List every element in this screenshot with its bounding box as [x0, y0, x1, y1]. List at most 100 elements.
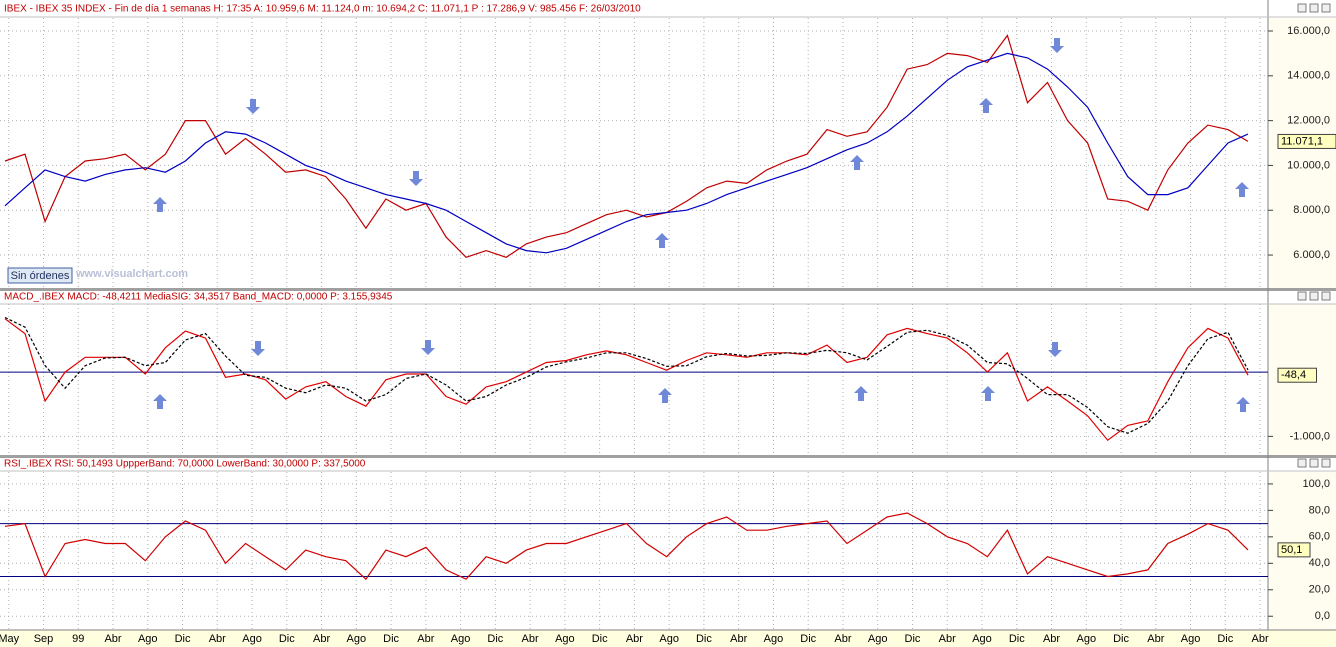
y-tick-label: 16.000,0 [1287, 25, 1330, 37]
x-tick-label: 99 [72, 633, 84, 645]
series-line [4, 316, 1249, 434]
x-tick-label: Ago [555, 633, 575, 645]
x-tick-label: Abr [417, 633, 434, 645]
arrow-up [655, 233, 669, 248]
separator [0, 455, 1336, 458]
arrow-up [854, 386, 868, 401]
orders-button-label[interactable]: Sin órdenes [11, 270, 70, 282]
x-tick-label: Dic [1113, 633, 1129, 645]
x-tick-label: Ago [868, 633, 888, 645]
x-tick-label: Dic [592, 633, 608, 645]
y-tick-label: 100,0 [1302, 478, 1330, 490]
x-tick-label: Ago [1181, 633, 1201, 645]
y-tick-label: 60,0 [1309, 531, 1330, 543]
x-tick-label: Dic [696, 633, 712, 645]
last-value-label: -48,4 [1281, 369, 1306, 381]
x-tick-label: Ago [242, 633, 262, 645]
arrow-up [1235, 182, 1249, 197]
window-button[interactable] [1321, 3, 1331, 13]
y-tick-label: 80,0 [1309, 504, 1330, 516]
x-tick-label: Abr [834, 633, 851, 645]
y-tick-label: 10.000,0 [1287, 159, 1330, 171]
series-line [4, 52, 1249, 254]
x-tick-label: Ago [659, 633, 679, 645]
arrow-up [850, 155, 864, 170]
y-tick-label: 8.000,0 [1293, 204, 1330, 216]
x-tick-label: Abr [313, 633, 330, 645]
panel-header: RSI_.IBEX RSI: 50,1493 UppperBand: 70,00… [4, 459, 366, 470]
arrow-up [153, 197, 167, 212]
x-tick-label: Abr [939, 633, 956, 645]
arrow-down [246, 99, 260, 114]
window-button[interactable] [1309, 291, 1319, 301]
x-tick-label: Abr [104, 633, 121, 645]
y-tick-label: 12.000,0 [1287, 115, 1330, 127]
arrow-up [658, 388, 672, 403]
window-button[interactable] [1309, 3, 1319, 13]
watermark: www.visualchart.com [75, 268, 188, 280]
plots: May Sep 99 Abr Ago Dic Abr Ago Dic Abr Ago Dic Abr Ag… [0, 18, 1336, 645]
x-tick-label: Abr [522, 633, 539, 645]
window-button[interactable] [1321, 291, 1331, 301]
arrow-down [1048, 342, 1062, 357]
x-tick-label: Dic [279, 633, 295, 645]
arrow-down [409, 171, 423, 186]
series-line [4, 512, 1249, 581]
x-tick-label: Dic [383, 633, 399, 645]
x-tick-label: Abr [626, 633, 643, 645]
series-line [4, 318, 1249, 442]
last-value-box [1277, 367, 1317, 383]
x-tick-label: Ago [764, 633, 784, 645]
arrow-down [421, 340, 435, 355]
x-tick-label: Ago [451, 633, 471, 645]
x-tick-label: Ago [972, 633, 992, 645]
arrow-down [251, 341, 265, 356]
x-tick-label: Abr [1252, 633, 1269, 645]
x-tick-label: Ago [1076, 633, 1096, 645]
window-button[interactable] [1309, 458, 1319, 468]
last-value-label: 50,1 [1281, 544, 1302, 556]
axis-strip [1268, 18, 1336, 288]
orders-button[interactable] [7, 267, 73, 284]
arrow-down [1050, 38, 1064, 53]
arrow-up [979, 98, 993, 113]
window-button[interactable] [1297, 291, 1307, 301]
x-axis-strip [0, 630, 1336, 647]
panel-header: IBEX - IBEX 35 INDEX - Fin de día 1 sema… [4, 4, 641, 15]
x-tick-label: Dic [487, 633, 503, 645]
x-tick-label: Abr [1147, 633, 1164, 645]
window-button[interactable] [1297, 458, 1307, 468]
x-tick-label: Abr [209, 633, 226, 645]
y-tick-label: 40,0 [1309, 557, 1330, 569]
last-value-box [1277, 542, 1311, 558]
panel-header: MACD_.IBEX MACD: -48,4211 MediaSIG: 34,3… [4, 292, 393, 303]
y-tick-label: -1.000,0 [1290, 430, 1330, 442]
window-controls [1297, 3, 1331, 468]
x-tick-label: Dic [800, 633, 816, 645]
x-tick-label: Abr [730, 633, 747, 645]
last-value-label: 11.071,1 [1281, 135, 1323, 147]
separator [0, 288, 1336, 291]
x-tick-label: Ago [138, 633, 158, 645]
y-tick-label: 20,0 [1309, 584, 1330, 596]
x-tick-label: Dic [905, 633, 921, 645]
x-tick-label: Dic [1009, 633, 1025, 645]
window-button[interactable] [1297, 3, 1307, 13]
last-value-box [1277, 133, 1336, 149]
y-tick-label: 6.000,0 [1293, 249, 1330, 261]
series-line [4, 34, 1249, 258]
arrow-up [981, 386, 995, 401]
x-tick-label: Sep [34, 633, 54, 645]
x-tick-label: May [0, 633, 20, 645]
y-tick-label: 14.000,0 [1287, 70, 1330, 82]
arrow-up [1236, 397, 1250, 412]
window-button[interactable] [1321, 458, 1331, 468]
x-tick-label: Dic [175, 633, 191, 645]
x-tick-label: Ago [347, 633, 367, 645]
arrow-up [153, 394, 167, 409]
x-tick-label: Dic [1217, 633, 1233, 645]
y-tick-label: 0,0 [1315, 610, 1330, 622]
x-tick-label: Abr [1043, 633, 1060, 645]
